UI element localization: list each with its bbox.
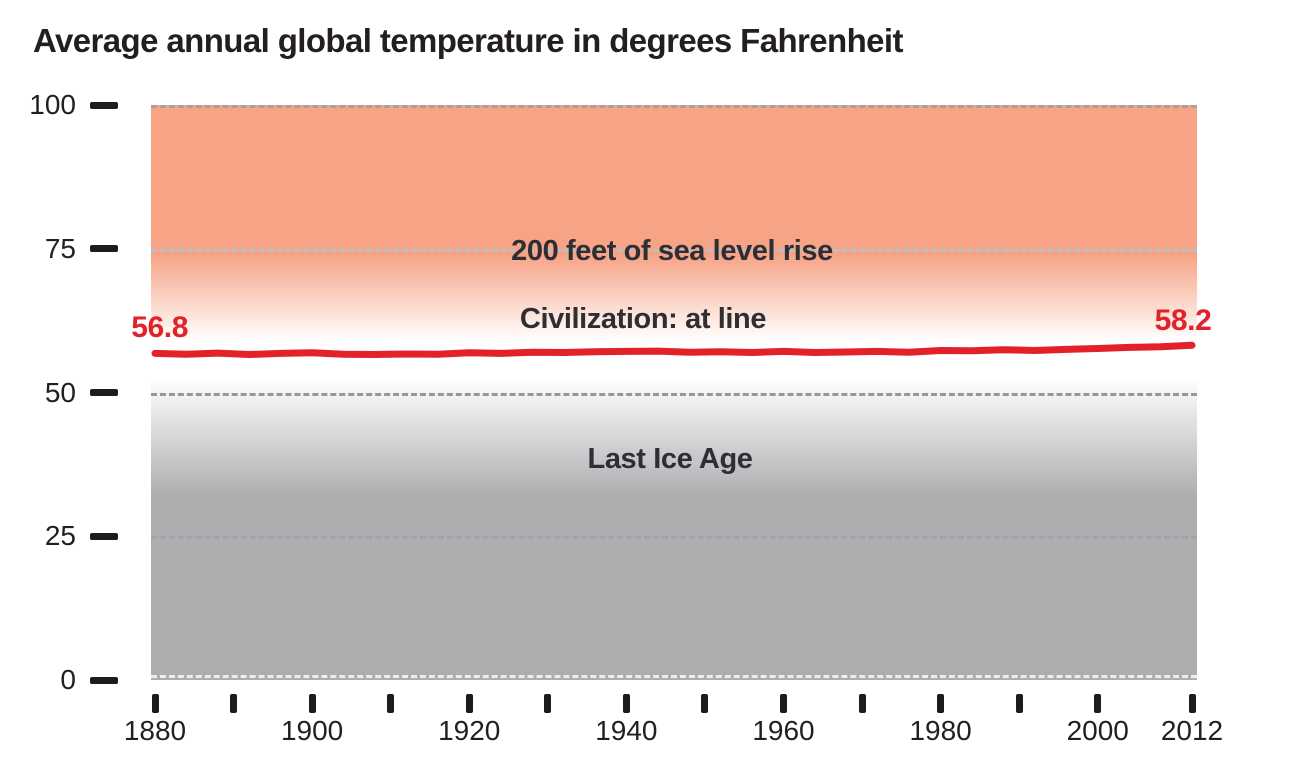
y-tick-mark-75 (90, 245, 118, 253)
y-tick-mark-50 (90, 389, 118, 396)
line-end-value-label: 58.2 (1154, 304, 1212, 337)
annotation-civilization: Civilization: at line (519, 303, 767, 335)
x-tick-label-1880: 1880 (123, 715, 187, 746)
x-tick-mark-1920 (465, 694, 473, 713)
y-tick-label-50: 50 (44, 376, 76, 408)
annotation-last-ice-age: Last Ice Age (587, 443, 753, 475)
x-tick-label-1940: 1940 (595, 715, 658, 746)
x-tick-mark-1970 (858, 694, 866, 713)
y-tick-mark-0 (90, 676, 118, 684)
x-tick-label-1960: 1960 (752, 715, 815, 746)
x-tick-mark-1940 (622, 694, 630, 713)
x-tick-mark-2012 (1188, 694, 1196, 713)
y-tick-mark-100 (90, 101, 118, 109)
annotation-sea-level-rise: 200 feet of sea level rise (511, 235, 833, 267)
y-tick-label-100: 100 (29, 89, 76, 120)
x-tick-mark-1960 (779, 694, 787, 713)
gridline-75 (151, 249, 1197, 252)
gridline-0 (151, 675, 1197, 678)
plot-area (151, 105, 1197, 680)
line-start-value-label: 56.8 (131, 311, 188, 344)
x-tick-mark-1930 (544, 694, 552, 713)
x-tick-mark-1900 (308, 694, 316, 713)
y-tick-label-25: 25 (44, 520, 76, 552)
x-tick-label-1920: 1920 (438, 715, 501, 746)
x-tick-mark-1880 (151, 694, 159, 713)
x-tick-label-2012: 2012 (1160, 715, 1224, 746)
x-tick-mark-1910 (387, 694, 395, 713)
y-tick-label-0: 0 (60, 664, 76, 695)
gridline-50 (151, 393, 1197, 396)
x-tick-mark-1890 (230, 694, 238, 713)
y-tick-mark-25 (90, 532, 118, 540)
chart-title: Average annual global temperature in deg… (33, 22, 903, 59)
x-tick-mark-1950 (701, 694, 709, 713)
gridline-100 (151, 105, 1197, 108)
x-tick-label-1900: 1900 (280, 715, 344, 746)
y-tick-label-75: 75 (44, 232, 76, 264)
gridline-25 (151, 536, 1197, 539)
x-tick-label-1980: 1980 (909, 715, 972, 746)
x-tick-label-2000: 2000 (1066, 715, 1129, 746)
x-tick-mark-1980 (937, 694, 945, 713)
x-tick-mark-1990 (1015, 694, 1023, 713)
temperature-line (151, 341, 1196, 358)
x-tick-mark-2000 (1094, 694, 1102, 713)
